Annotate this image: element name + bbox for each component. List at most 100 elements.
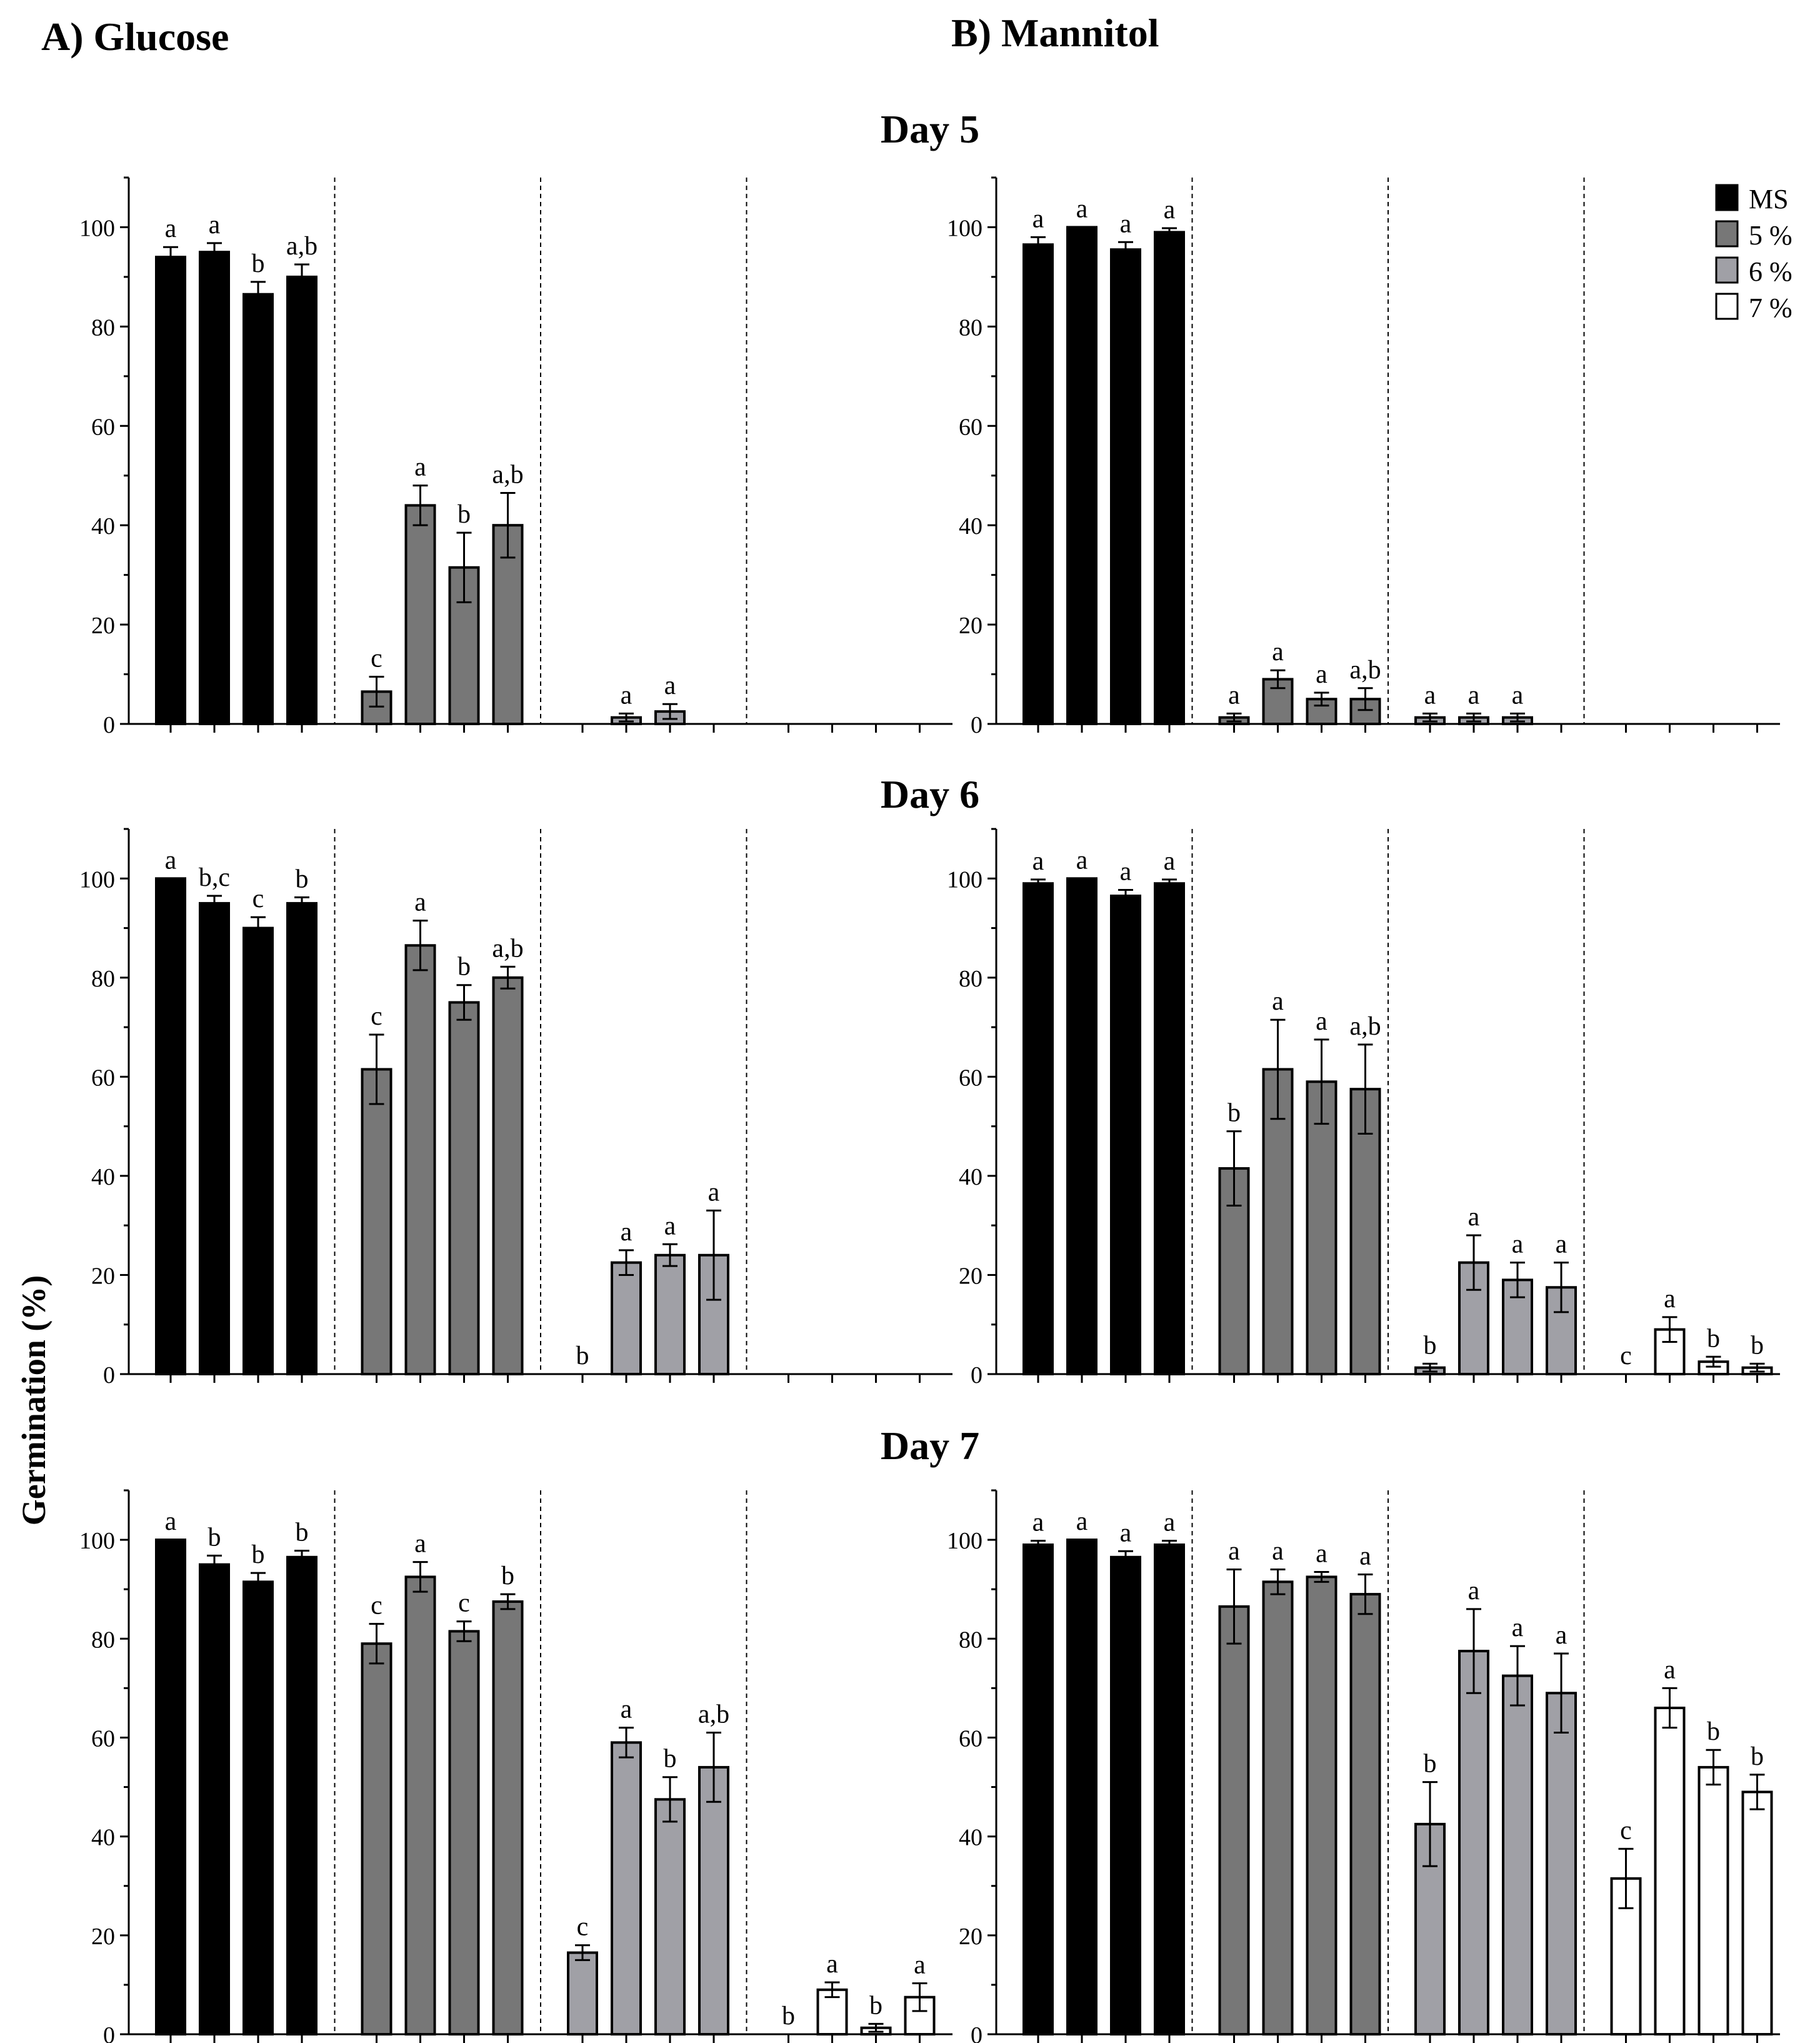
- y-tick-label: 40: [91, 1164, 115, 1190]
- bar: [1022, 882, 1054, 1375]
- bar: [1546, 1692, 1577, 2035]
- legend-label-ms: MS: [1749, 184, 1789, 214]
- significance-letter: a: [1272, 1537, 1284, 1566]
- bar: [242, 926, 274, 1375]
- y-tick-label: 20: [959, 613, 982, 639]
- significance-letter: a: [1468, 1203, 1480, 1232]
- bar: [1654, 1707, 1686, 2035]
- significance-letter: a: [621, 681, 632, 710]
- y-tick-label: 20: [959, 1263, 982, 1289]
- y-tick-label: 60: [91, 1065, 115, 1091]
- significance-letter: a,b: [286, 232, 318, 261]
- significance-letter: c: [371, 1592, 382, 1620]
- bar: [286, 275, 318, 725]
- bar: [1066, 226, 1098, 726]
- significance-letter: a: [1032, 847, 1044, 876]
- bar: [286, 901, 318, 1375]
- significance-letter: b: [1751, 1742, 1764, 1771]
- y-tick-label: 60: [959, 414, 982, 440]
- y-tick-label: 40: [959, 1164, 982, 1190]
- significance-letter: a: [1120, 209, 1132, 238]
- significance-letter: a: [1076, 846, 1088, 875]
- bar: [1741, 1790, 1773, 2036]
- significance-letter: c: [577, 1913, 589, 1942]
- bar: [361, 1642, 392, 2036]
- bar: [1218, 1605, 1250, 2035]
- bar: [1306, 1575, 1338, 2036]
- y-tick-label: 100: [79, 866, 115, 893]
- y-tick-label: 0: [103, 1362, 115, 1388]
- y-tick-label: 100: [947, 866, 982, 893]
- significance-letter: a: [1512, 1614, 1524, 1642]
- bar: [242, 1580, 274, 2035]
- significance-letter: b: [296, 865, 309, 893]
- charts-layer: 0 20 40 60 80 100 a a b a,b c a b a,b a a 0 20 40 60 80 100 a a…: [79, 176, 1780, 2043]
- bar: [1066, 877, 1098, 1375]
- significance-letter: a: [1164, 847, 1176, 876]
- bar: [448, 1001, 480, 1376]
- significance-letter: a: [1468, 1577, 1480, 1605]
- y-tick-label: 100: [947, 1528, 982, 1554]
- panel-title-glucose: A) Glucose: [41, 14, 229, 59]
- significance-letter: a: [1164, 196, 1176, 224]
- bar: [1022, 243, 1054, 726]
- significance-letter: a: [1556, 1621, 1568, 1650]
- bar: [1546, 1286, 1577, 1375]
- significance-letter: a: [826, 1950, 838, 1979]
- y-tick-label: 100: [947, 215, 982, 241]
- y-tick-label: 80: [91, 1627, 115, 1653]
- bar: [1154, 882, 1185, 1375]
- significance-letter: a: [165, 214, 177, 243]
- bar: [1110, 895, 1141, 1375]
- significance-letter: b: [458, 500, 471, 529]
- bar: [242, 293, 274, 725]
- y-tick-label: 60: [959, 1065, 982, 1091]
- significance-letter: a: [1120, 858, 1132, 886]
- significance-letter: a: [1664, 1655, 1676, 1684]
- chart-2: 0 20 40 60 80 100 a a a a a a a a,b a a a: [947, 176, 1780, 738]
- significance-letter: a: [1424, 681, 1436, 710]
- significance-letter: a,b: [1349, 1012, 1381, 1041]
- bar: [611, 1741, 642, 2035]
- bar: [1698, 1765, 1729, 2036]
- y-tick-label: 20: [91, 1924, 115, 1950]
- bar: [199, 1563, 230, 2036]
- bar: [1154, 1544, 1185, 2035]
- bar: [492, 1600, 524, 2036]
- bar: [567, 1951, 598, 2035]
- chart-1: 0 20 40 60 80 100 a a b a,b c a b a,b a a: [79, 176, 952, 738]
- row-title-day6: Day 6: [881, 772, 979, 816]
- bar: [155, 877, 186, 1375]
- significance-letter: a: [414, 1530, 426, 1559]
- significance-letter: a,b: [492, 461, 523, 489]
- significance-letter: b: [458, 953, 471, 981]
- significance-letter: a: [1076, 194, 1088, 223]
- significance-letter: a: [1272, 638, 1284, 666]
- significance-letter: c: [458, 1589, 470, 1618]
- bar: [448, 1630, 480, 2036]
- significance-letter: c: [1620, 1816, 1632, 1845]
- chart-5: 0 20 40 60 80 100 a b b b c a c b c a b a,b b a b a: [79, 1489, 952, 2043]
- significance-letter: b: [296, 1518, 309, 1547]
- legend-label-7pct: 7 %: [1749, 293, 1792, 323]
- bar: [492, 976, 524, 1376]
- significance-letter: a: [914, 1951, 926, 1980]
- significance-letter: a: [1512, 681, 1524, 710]
- bar: [1306, 1080, 1338, 1375]
- bar: [361, 1068, 392, 1376]
- significance-letter: a: [414, 888, 426, 917]
- significance-letter: a: [1664, 1285, 1676, 1313]
- significance-letter: a: [664, 671, 676, 700]
- legend-label-5pct: 5 %: [1749, 220, 1792, 251]
- y-tick-label: 60: [91, 414, 115, 440]
- significance-letter: a: [664, 1212, 676, 1240]
- y-tick-label: 0: [971, 1362, 982, 1388]
- y-tick-label: 0: [971, 712, 982, 738]
- bar: [611, 1261, 642, 1375]
- bar: [1110, 1555, 1141, 2035]
- significance-letter: a,b: [1349, 656, 1381, 685]
- significance-letter: b: [1424, 1750, 1437, 1779]
- significance-letter: b: [1228, 1099, 1241, 1128]
- significance-letter: a: [1316, 1540, 1328, 1569]
- y-tick-label: 80: [959, 966, 982, 992]
